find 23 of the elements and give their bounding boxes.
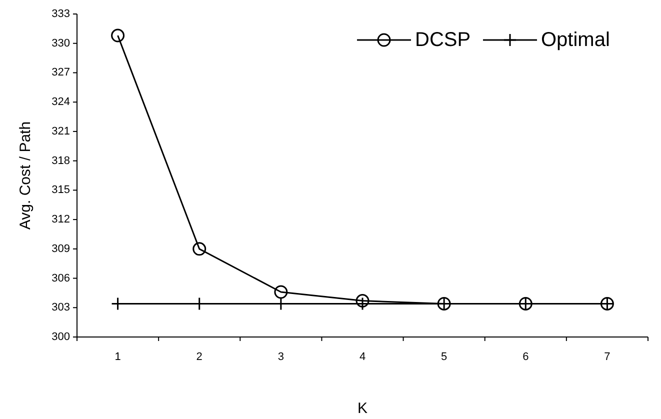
x-tick-label: 2 <box>196 351 202 363</box>
x-tick-label: 6 <box>522 351 529 363</box>
x-tick-label: 7 <box>604 351 610 363</box>
x-tick-label: 1 <box>114 351 121 363</box>
y-tick-label: 315 <box>52 184 70 196</box>
x-axis-title: K <box>357 400 368 417</box>
y-tick-label: 318 <box>52 154 70 167</box>
y-tick-label: 327 <box>52 66 70 79</box>
x-tick-label: 4 <box>359 351 366 363</box>
y-tick-label: 321 <box>52 125 70 138</box>
y-tick-label: 324 <box>52 96 70 108</box>
y-axis-title: Avg. Cost / Path <box>17 121 34 230</box>
y-tick-label: 309 <box>52 242 70 255</box>
legend-label: Optimal <box>541 29 610 51</box>
y-tick-label: 333 <box>52 8 70 20</box>
legend-label: DCSP <box>415 29 471 51</box>
x-tick-label: 3 <box>278 351 284 363</box>
y-tick-label: 330 <box>52 37 70 50</box>
x-tick-label: 5 <box>441 351 448 363</box>
y-tick-label: 306 <box>52 272 70 284</box>
y-tick-label: 312 <box>52 214 70 226</box>
y-tick-label: 300 <box>52 331 70 343</box>
y-tick-label: 303 <box>52 302 70 314</box>
